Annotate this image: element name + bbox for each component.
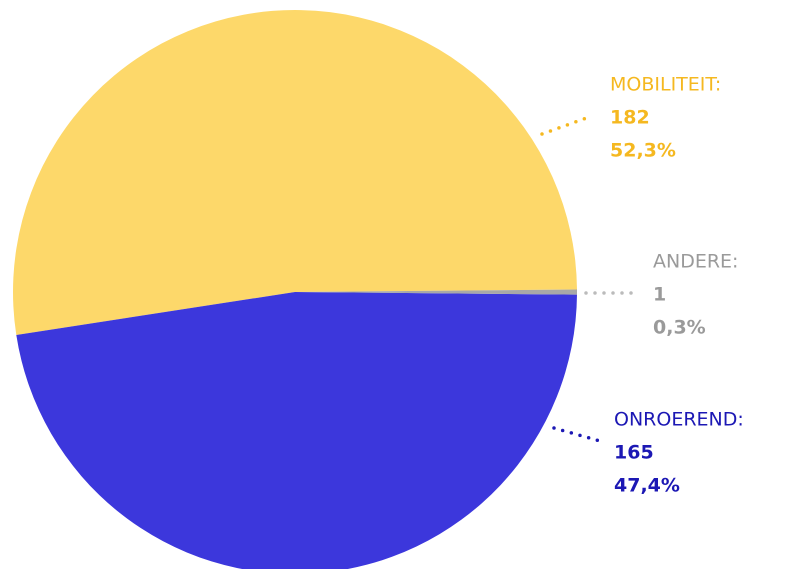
- slice-value: 165: [614, 442, 654, 464]
- pie: [12, 9, 578, 569]
- slice-label: ONROEREND:: [614, 409, 744, 431]
- pie-slice: [295, 289, 578, 295]
- leader-line: [540, 114, 594, 136]
- slice-value: 182: [610, 107, 650, 129]
- leader-line: [552, 426, 602, 443]
- leader-dots: [540, 114, 636, 443]
- slice-value: 1: [653, 284, 666, 306]
- slice-percentage: 52,3%: [610, 140, 676, 162]
- slice-percentage: 47,4%: [614, 475, 680, 497]
- pie-slice: [12, 9, 577, 336]
- slice-percentage: 0,3%: [653, 317, 706, 339]
- slice-label: MOBILITEIT:: [610, 74, 721, 96]
- pie-slice: [16, 292, 577, 569]
- slice-label: ANDERE:: [653, 251, 738, 273]
